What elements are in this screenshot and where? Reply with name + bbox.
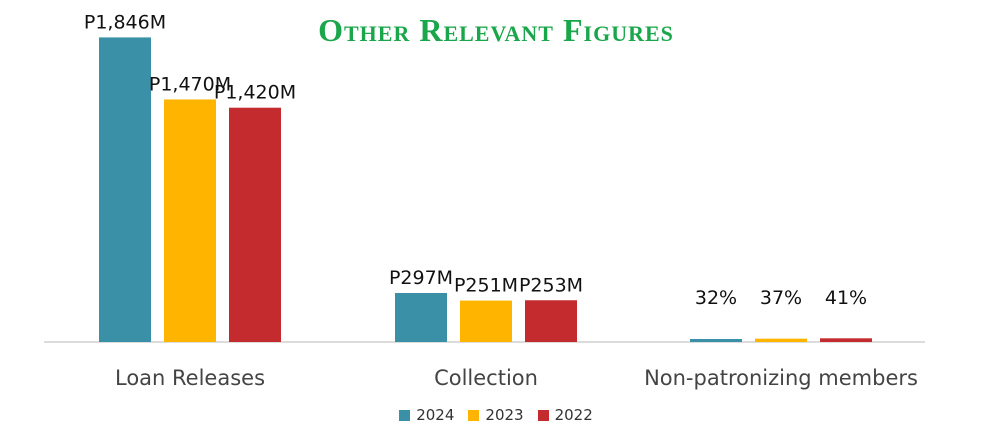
data-label-2024-1: P297M: [389, 267, 453, 289]
bar-2022-1: [525, 300, 577, 342]
legend-label-2023: 2023: [485, 406, 524, 424]
legend-label-2022: 2022: [554, 406, 593, 424]
bar-2024-2: [690, 339, 742, 342]
category-label-1: Collection: [434, 366, 538, 390]
bar-2023-0: [164, 99, 216, 342]
legend-item-2022: 2022: [537, 406, 593, 424]
category-label-0: Loan Releases: [115, 366, 265, 390]
legend: 2024 2023 2022: [0, 406, 992, 424]
bar-2022-0: [229, 107, 281, 342]
legend-label-2024: 2024: [416, 406, 455, 424]
category-label-2: Non-patronizing members: [644, 366, 918, 390]
data-label-2022-1: P253M: [519, 274, 583, 296]
data-label-2024-2: 32%: [695, 287, 737, 309]
bar-2022-2: [820, 338, 872, 342]
legend-swatch-2022: [537, 409, 549, 421]
bar-2023-2: [755, 338, 807, 342]
data-label-2023-1: P251M: [454, 275, 518, 297]
data-label-2022-0: P1,420M: [214, 82, 296, 104]
bar-2023-1: [460, 300, 512, 342]
chart-title: Other Relevant Figures: [318, 12, 674, 48]
legend-item-2023: 2023: [468, 406, 524, 424]
bar-2024-1: [395, 292, 447, 342]
data-label-2022-2: 41%: [825, 287, 867, 309]
legend-swatch-2024: [399, 409, 411, 421]
data-label-2024-0: P1,846M: [84, 11, 166, 33]
legend-swatch-2023: [468, 409, 480, 421]
bar-2024-0: [99, 37, 151, 342]
legend-item-2024: 2024: [399, 406, 454, 424]
data-label-2023-0: P1,470M: [149, 73, 231, 95]
data-label-2023-2: 37%: [760, 287, 802, 309]
